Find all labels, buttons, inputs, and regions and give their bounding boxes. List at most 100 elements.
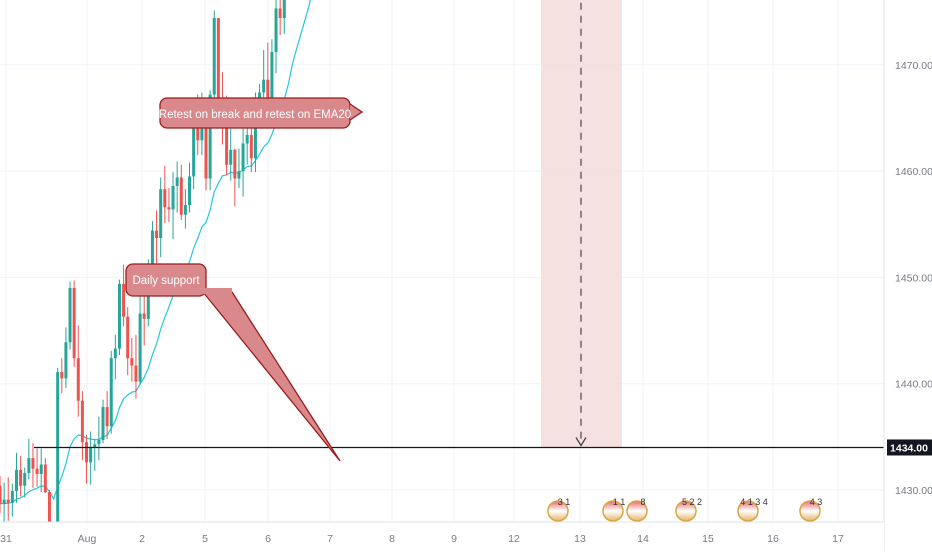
candle-body: [35, 468, 39, 475]
candle[interactable]: [241, 127, 245, 197]
candle[interactable]: [237, 148, 241, 189]
candle[interactable]: [117, 279, 121, 355]
candle-body: [23, 472, 27, 486]
candle[interactable]: [163, 165, 167, 224]
candle-body: [200, 122, 204, 141]
candle-body: [216, 18, 220, 100]
candle-body: [76, 358, 80, 401]
candle-body: [117, 283, 121, 349]
candle-body: [249, 134, 253, 159]
candle[interactable]: [126, 307, 130, 376]
candle[interactable]: [89, 431, 93, 485]
economic-event-marker[interactable]: 4 3: [799, 497, 822, 522]
candles[interactable]: [0, 0, 512, 555]
candle-body: [253, 110, 257, 159]
candle-body: [126, 316, 130, 359]
candle-body: [122, 283, 126, 317]
candle-body: [39, 464, 43, 475]
callout-retest[interactable]: Retest on break and retest on EMA20: [159, 97, 364, 129]
candle[interactable]: [159, 177, 163, 258]
candle[interactable]: [130, 337, 134, 382]
candle[interactable]: [274, 0, 278, 74]
candle[interactable]: [109, 350, 113, 434]
candle[interactable]: [72, 280, 76, 367]
candle[interactable]: [10, 483, 14, 517]
candle[interactable]: [122, 264, 126, 327]
callout-support-box[interactable]: [125, 263, 207, 297]
candle[interactable]: [179, 164, 183, 220]
x-tick-label: 31: [0, 533, 12, 545]
candle-body: [175, 177, 179, 186]
candle[interactable]: [23, 467, 27, 498]
event-count: 4 1 3 4: [740, 497, 768, 507]
flag-icon: [799, 500, 821, 522]
candle-body: [6, 499, 10, 503]
drawings[interactable]: [357, 0, 622, 448]
candle[interactable]: [19, 455, 23, 497]
candle-body: [68, 288, 72, 343]
candle[interactable]: [183, 189, 187, 229]
candle[interactable]: [282, 0, 286, 34]
candle[interactable]: [101, 399, 105, 444]
economic-event-marker[interactable]: 3 1: [547, 497, 571, 522]
candle-body: [262, 79, 266, 93]
event-count: 3 1: [558, 497, 571, 507]
callout-support[interactable]: Daily support: [125, 263, 341, 462]
candle[interactable]: [155, 210, 159, 267]
candle-body: [155, 230, 159, 239]
candle-body: [282, 0, 286, 19]
economic-event-marker[interactable]: 8: [626, 497, 648, 522]
candle-body: [0, 485, 2, 504]
candle[interactable]: [80, 391, 84, 461]
y-tick-label: 1470.00: [895, 60, 932, 72]
candle[interactable]: [68, 281, 72, 350]
candle[interactable]: [35, 448, 39, 487]
candle[interactable]: [113, 334, 117, 380]
candle[interactable]: [171, 172, 175, 240]
candle-body: [72, 288, 76, 359]
x-tick-label: 8: [389, 533, 395, 545]
candle[interactable]: [188, 162, 192, 213]
candle-body: [56, 372, 60, 555]
candle-body: [188, 176, 192, 206]
x-tick-label: 17: [832, 533, 844, 545]
candle[interactable]: [134, 334, 138, 399]
x-tick-label: 15: [702, 533, 714, 545]
candle[interactable]: [76, 325, 80, 417]
candle[interactable]: [64, 327, 68, 388]
candle[interactable]: [233, 148, 237, 207]
candle[interactable]: [0, 476, 2, 514]
candle[interactable]: [97, 416, 101, 461]
candle[interactable]: [175, 161, 179, 213]
candle-body: [212, 18, 216, 95]
candle[interactable]: [27, 438, 31, 480]
economic-event-marker[interactable]: 5 2 2: [675, 497, 702, 522]
economic-event-marker[interactable]: 4 1 3 4: [737, 497, 768, 522]
candle[interactable]: [39, 448, 43, 493]
candle[interactable]: [212, 10, 216, 114]
candle-body: [237, 171, 241, 179]
candle[interactable]: [14, 452, 18, 503]
callout-support-text: Daily support: [132, 275, 200, 287]
candle[interactable]: [6, 477, 10, 521]
overlay-lines: [34, 446, 884, 449]
candle[interactable]: [167, 188, 171, 223]
economic-event-marker[interactable]: 1 1: [602, 497, 626, 522]
event-count: 1 1: [613, 497, 626, 507]
candle[interactable]: [85, 434, 89, 484]
y-tick-label: 1450.00: [895, 272, 932, 284]
callouts[interactable]: Retest on break and retest on EMA20 Daily…: [125, 97, 364, 462]
candle[interactable]: [216, 18, 220, 110]
candle[interactable]: [93, 438, 97, 471]
candle[interactable]: [31, 443, 35, 488]
candle[interactable]: [60, 358, 64, 394]
candle[interactable]: [278, 0, 282, 36]
candle[interactable]: [43, 458, 47, 494]
candle[interactable]: [138, 286, 142, 385]
flag-icon: [547, 500, 569, 522]
x-tick-label: 16: [767, 533, 779, 545]
candle[interactable]: [105, 391, 109, 439]
